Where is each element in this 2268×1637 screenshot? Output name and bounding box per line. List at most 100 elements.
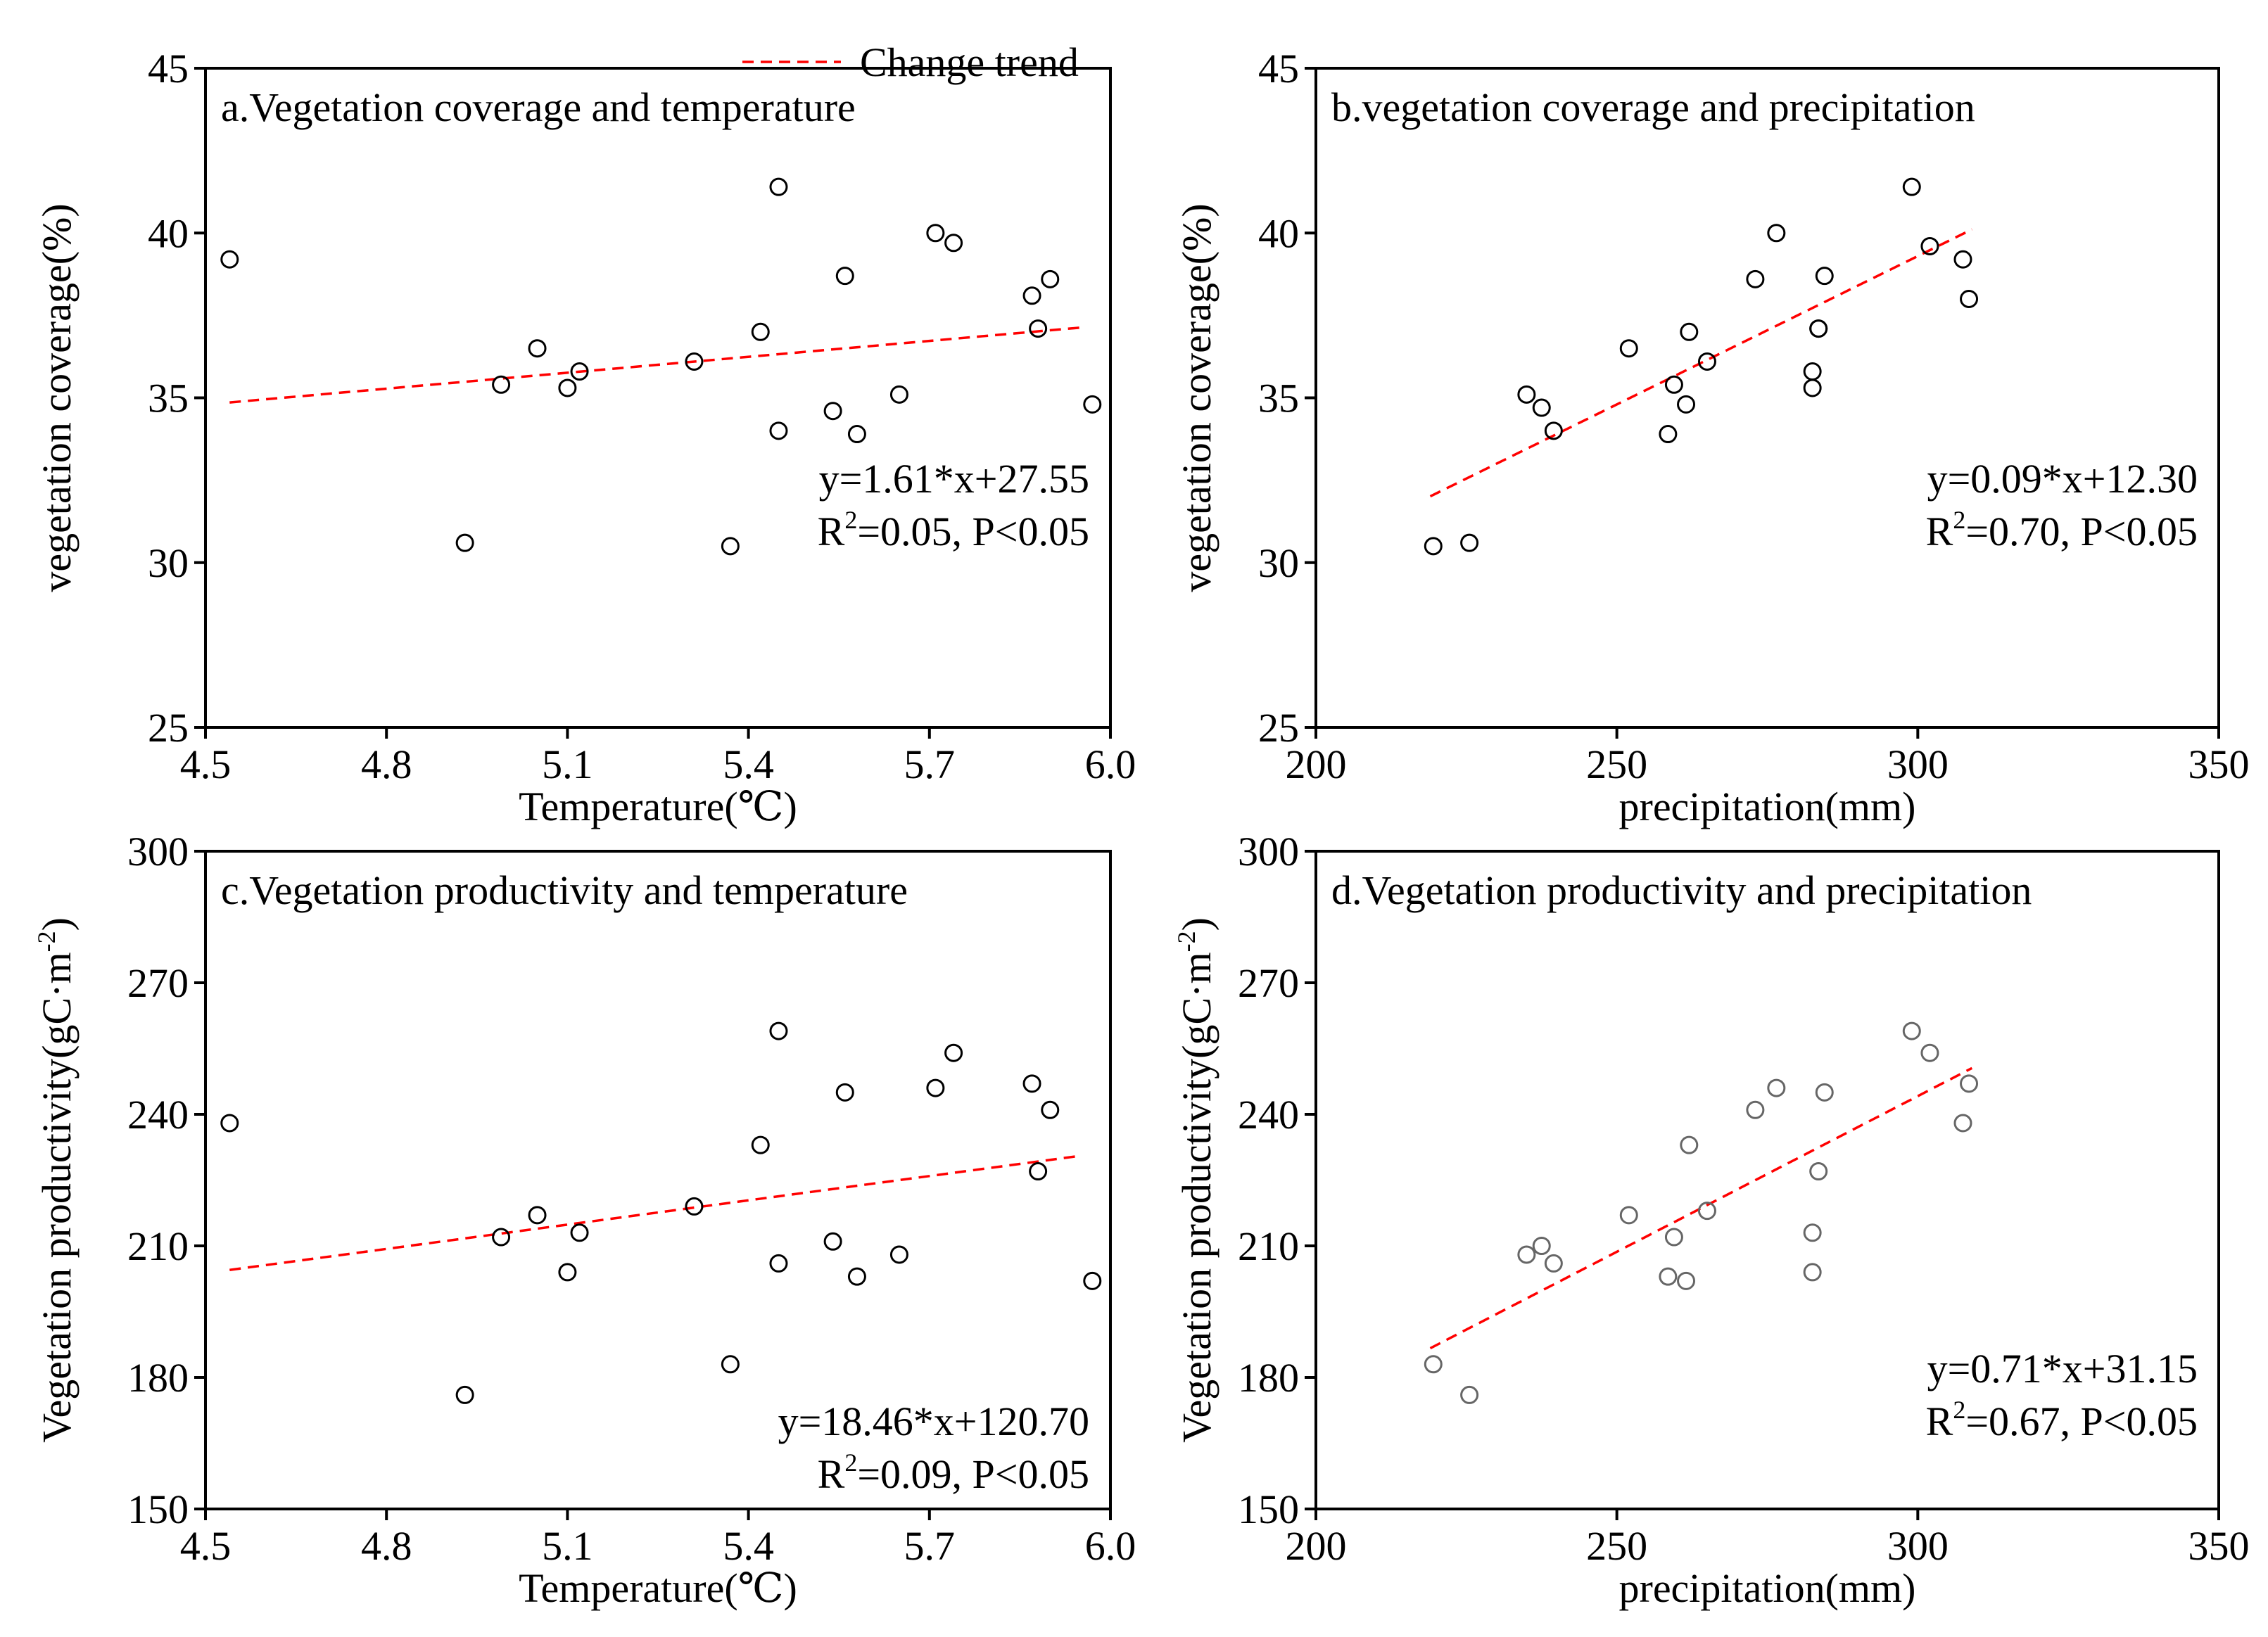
- x-tick-label: 5.7: [904, 1523, 956, 1569]
- y-tick-label: 300: [1238, 829, 1299, 874]
- scatter-point: [1697, 1202, 1716, 1221]
- panel-c: 4.5 4.8 5.1 5.4 5.7 6.0 150 180 210 240 270 300 Temp…: [32, 829, 1136, 1611]
- scatter-point: [570, 1223, 589, 1242]
- scatter-point: [1517, 385, 1536, 404]
- scatter-point: [685, 352, 704, 371]
- plot-frame: [1314, 850, 2220, 1510]
- y-tick-label: 240: [127, 1092, 189, 1138]
- y-tick-label: 240: [1238, 1092, 1299, 1138]
- y-tick-label: 35: [148, 376, 189, 421]
- y-tick-label: 270: [1238, 960, 1299, 1006]
- x-tick-label: 200: [1286, 1523, 1347, 1569]
- scatter-point: [1680, 322, 1699, 341]
- x-axis-label: Temperature(℃): [519, 1565, 797, 1611]
- scatter-point: [944, 234, 963, 253]
- x-tick-label: 4.5: [180, 1523, 232, 1569]
- scatter-point: [1664, 1228, 1683, 1247]
- x-tick-label: 200: [1286, 741, 1347, 787]
- scatter-point: [769, 1021, 788, 1040]
- panel-a: 4.5 4.8 5.1 5.4 5.7 6.0 25 30 35 40 45 Temperature(…: [34, 46, 1136, 829]
- y-tick-label: 45: [1258, 46, 1299, 91]
- y-tick-label: 270: [127, 960, 189, 1006]
- scatter-point: [570, 362, 589, 381]
- scatter-point: [558, 1263, 577, 1282]
- regression-equation: y=1.61*x+27.55: [819, 456, 1089, 502]
- scatter-point: [751, 1135, 770, 1154]
- trend-line: [229, 1154, 1081, 1271]
- regression-stats: R2=0.67, P<0.05: [1926, 1396, 2198, 1444]
- trend-line: [1429, 1066, 1973, 1350]
- scatter-point: [835, 267, 854, 286]
- x-tick-label: 4.8: [361, 741, 412, 787]
- scatter-point: [1746, 269, 1765, 288]
- scatter-point: [721, 537, 740, 556]
- scatter-point: [847, 425, 866, 444]
- scatter-point: [1953, 250, 1972, 269]
- x-axis-label: precipitation(mm): [1619, 1565, 1916, 1611]
- scatter-point: [1920, 236, 1939, 255]
- scatter-point: [751, 322, 770, 341]
- scatter-point: [1544, 1254, 1563, 1273]
- scatter-point: [1022, 286, 1041, 305]
- scatter-point: [1544, 421, 1563, 440]
- scatter-point: [1022, 1074, 1041, 1093]
- scatter-point: [1767, 1078, 1786, 1097]
- scatter-point: [1664, 375, 1683, 394]
- scatter-point: [1680, 1135, 1699, 1154]
- regression-equation: y=0.09*x+12.30: [1927, 456, 2198, 502]
- x-axis-label: precipitation(mm): [1619, 784, 1916, 829]
- scatter-point: [1815, 267, 1834, 286]
- scatter-point: [492, 375, 511, 394]
- legend: Change trend: [742, 39, 1079, 85]
- scatter-point: [1803, 378, 1822, 397]
- y-tick-label: 45: [148, 46, 189, 91]
- x-tick-label: 350: [2188, 1523, 2250, 1569]
- scatter-point: [1659, 425, 1678, 444]
- scatter-point: [1920, 1043, 1939, 1062]
- x-tick-label: 6.0: [1085, 1523, 1136, 1569]
- scatter-point: [528, 339, 547, 358]
- plot-frame: [204, 67, 1112, 729]
- x-tick-label: 300: [1887, 1523, 1949, 1569]
- scatter-point: [721, 1355, 740, 1374]
- y-axis-label: Vegetation productivity(gC·m-2): [1172, 917, 1219, 1443]
- y-tick-label: 300: [127, 829, 189, 874]
- x-tick-label: 250: [1586, 741, 1647, 787]
- scatter-point: [1960, 1074, 1979, 1093]
- scatter-point: [835, 1083, 854, 1102]
- scatter-point: [1677, 395, 1696, 414]
- scatter-point: [1041, 269, 1060, 288]
- scatter-point: [769, 421, 788, 440]
- scatter-point: [823, 402, 842, 421]
- y-tick-label: 40: [148, 210, 189, 256]
- y-tick-label: 150: [127, 1486, 189, 1532]
- scatter-point: [1424, 537, 1443, 556]
- scatter-point: [1424, 1355, 1443, 1374]
- scatter-point: [528, 1206, 547, 1225]
- x-axis-label: Temperature(℃): [519, 784, 797, 829]
- legend-label: Change trend: [860, 39, 1079, 85]
- scatter-point: [1809, 319, 1828, 338]
- y-tick-label: 210: [127, 1223, 189, 1269]
- scatter-point: [1767, 224, 1786, 243]
- panel-d: 200 250 300 350150180210240270300precipitat…: [1172, 829, 2250, 1611]
- scatter-point: [1902, 1021, 1921, 1040]
- panel-title: b.vegetation coverage and precipitation: [1331, 84, 1975, 130]
- scatter-point: [685, 1197, 704, 1216]
- plot-frame: [204, 850, 1112, 1510]
- scatter-point: [1619, 1206, 1638, 1225]
- scatter-point: [1803, 1223, 1822, 1242]
- scatter-point: [455, 533, 474, 552]
- scatter-point: [492, 1228, 511, 1247]
- y-tick-label: 180: [1238, 1355, 1299, 1401]
- y-tick-label: 40: [1258, 210, 1299, 256]
- x-tick-label: 5.7: [904, 741, 956, 787]
- y-tick-label: 150: [1238, 1486, 1299, 1532]
- scatter-point: [944, 1043, 963, 1062]
- regression-equation: y=0.71*x+31.15: [1927, 1346, 2198, 1391]
- scatter-point: [1902, 177, 1921, 196]
- scatter-point: [1083, 1271, 1102, 1290]
- scatter-point: [1517, 1245, 1536, 1264]
- plot-frame: [1314, 67, 2220, 729]
